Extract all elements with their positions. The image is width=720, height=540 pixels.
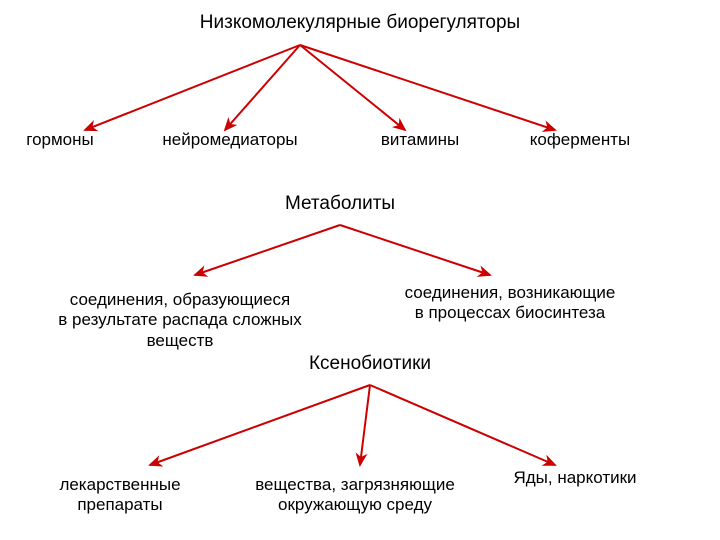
arrow-layer [0,0,720,540]
arrow-2-1 [360,385,370,465]
arrow-1-0 [195,225,340,275]
arrow-0-0 [85,45,300,130]
arrow-2-0 [150,385,370,465]
child-label-1-1: соединения, возникающиев процессах биоси… [370,283,650,324]
child-label-0-3: коферменты [440,130,720,150]
section-title-2: Ксенобиотики [170,353,570,376]
section-title-1: Метаболиты [140,193,540,216]
arrow-1-1 [340,225,490,275]
arrow-0-2 [300,45,405,130]
arrow-2-2 [370,385,555,465]
arrow-0-3 [300,45,555,130]
section-title-0: Низкомолекулярные биорегуляторы [160,12,560,35]
child-label-1-0: соединения, образующиесяв результате рас… [40,290,320,351]
child-label-2-2: Яды, наркотики [435,468,715,488]
arrow-0-1 [225,45,300,130]
